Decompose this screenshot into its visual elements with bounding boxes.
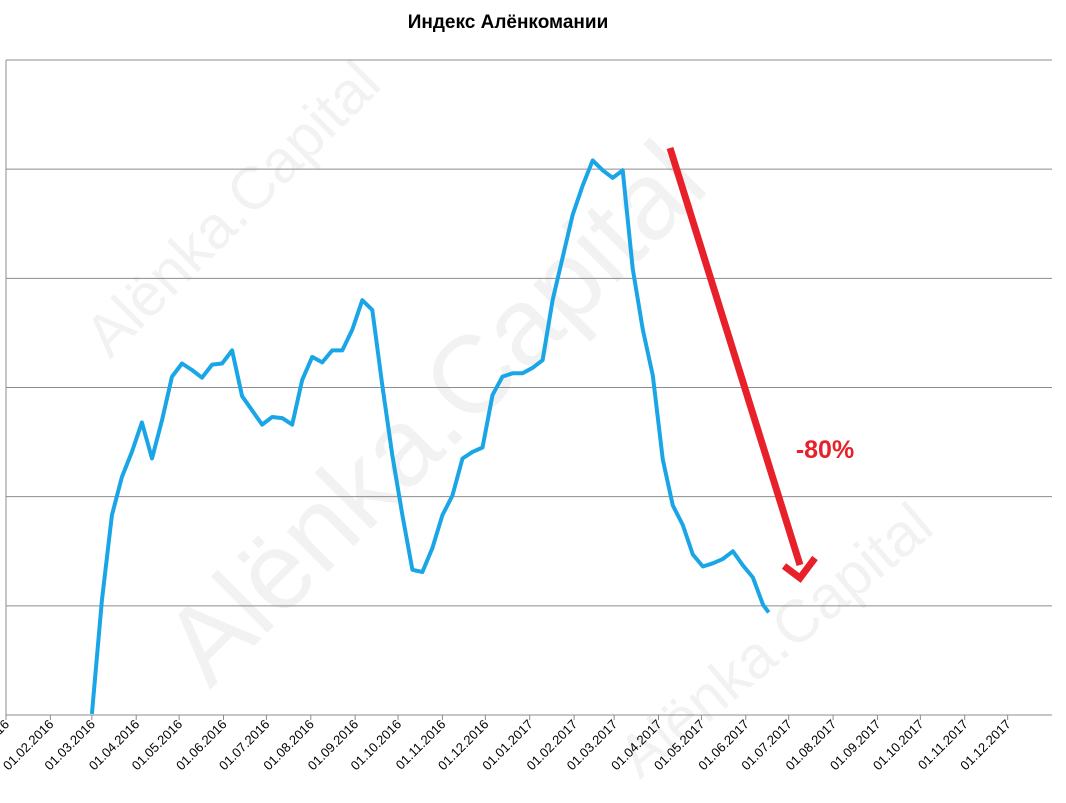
arrow-shaft [666,146,804,567]
plot: 01.01.201601.02.201601.03.201601.04.2016… [0,59,1052,773]
arrow [666,146,818,583]
watermark: Alёnka.Capital [72,48,393,369]
chart-title: Индекс Алёнкомании [408,12,609,33]
watermarks: Alёnka.Capital Alёnka.Capital Alёnka.Cap… [72,48,945,790]
arrow-head [781,555,818,583]
series-line [89,158,771,715]
annotation: -80% [796,436,854,464]
